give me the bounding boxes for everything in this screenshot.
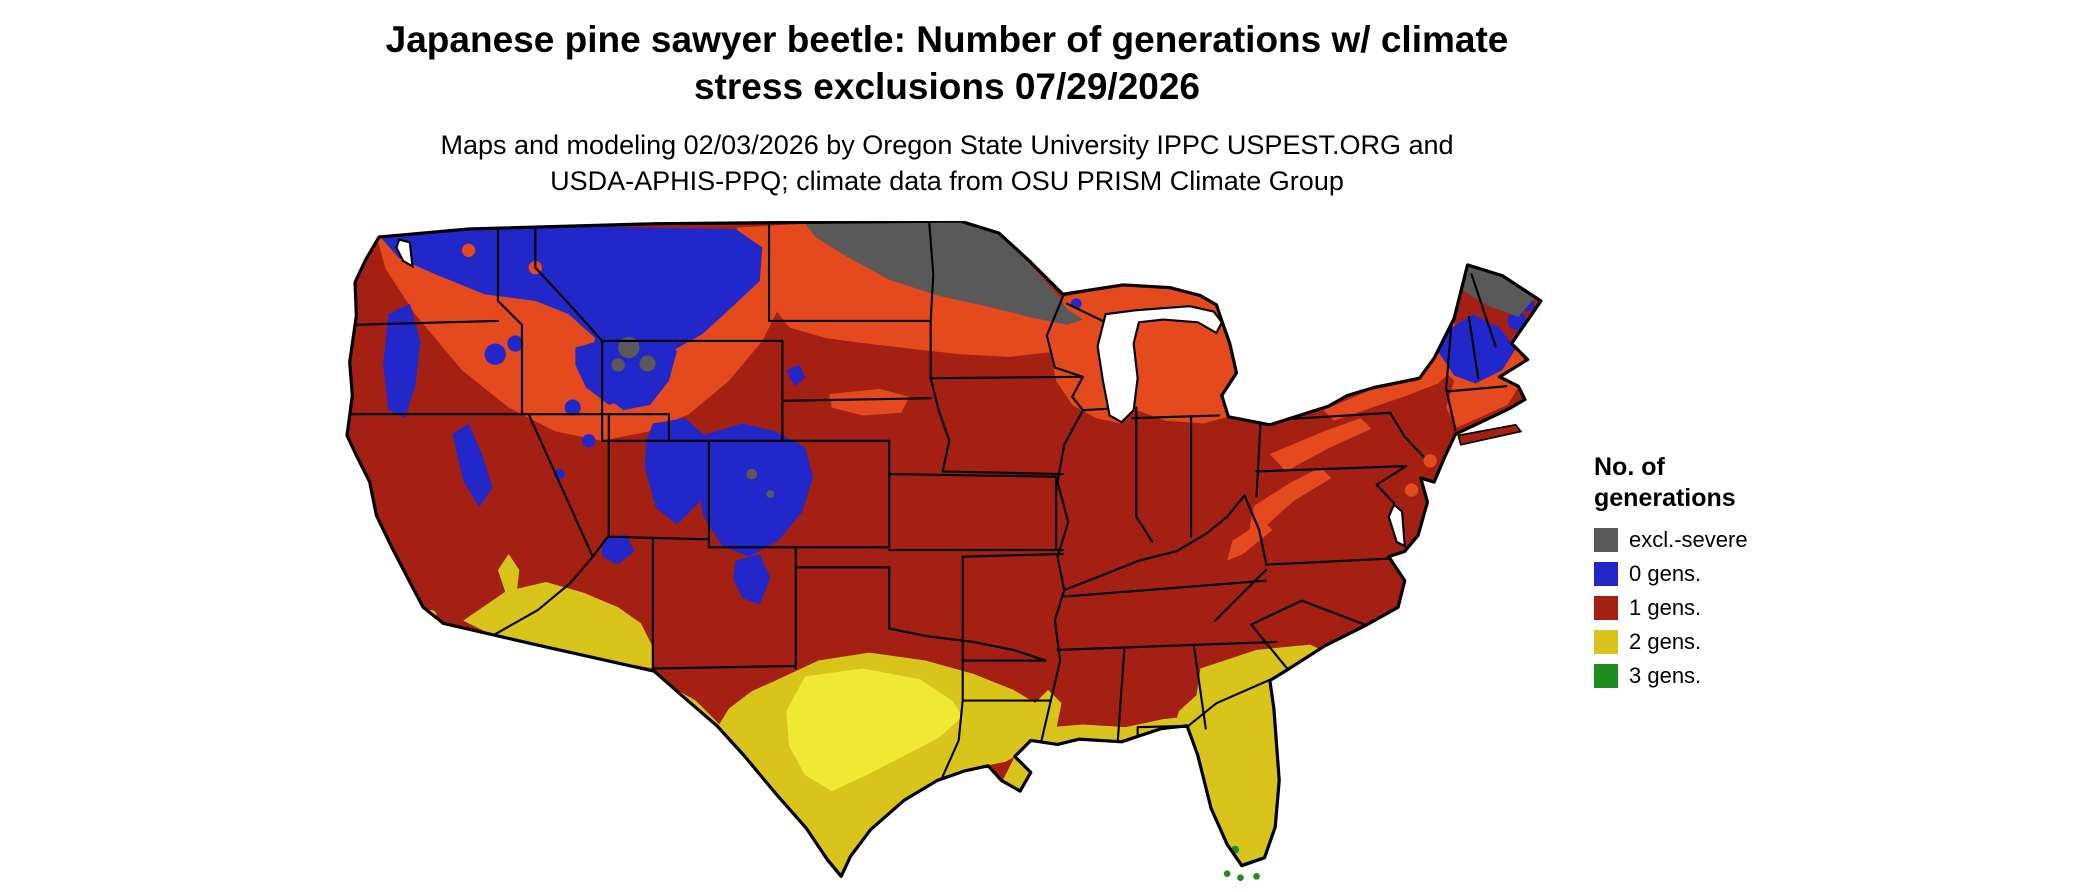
legend-title: No. of generations xyxy=(1594,452,1748,513)
legend-label: excl.-severe xyxy=(1629,527,1748,552)
legend-title-line-2: generations xyxy=(1594,483,1736,512)
legend-label: 3 gens. xyxy=(1629,663,1702,688)
lake-michigan xyxy=(1096,305,1224,424)
subtitle-line-2: USDA-APHIS-PPQ; climate data from OSU PR… xyxy=(550,166,1344,197)
us-outline xyxy=(345,221,1543,878)
map-header: Japanese pine sawyer beetle: Number of g… xyxy=(0,16,1894,200)
legend-item-0-gens: 0 gens. xyxy=(1594,561,1748,587)
legend-item-1-gens: 1 gens. xyxy=(1594,595,1748,621)
legend-item-3-gens: 3 gens. xyxy=(1594,663,1748,689)
legend-label: 2 gens. xyxy=(1629,629,1702,654)
page-subtitle: Maps and modeling 02/03/2026 by Oregon S… xyxy=(0,127,1894,200)
2-gens-swatch xyxy=(1594,630,1618,654)
page-title: Japanese pine sawyer beetle: Number of g… xyxy=(0,16,1894,111)
chesapeake-bay xyxy=(1387,502,1406,548)
legend-item-2-gens: 2 gens. xyxy=(1594,629,1748,655)
map-legend: No. of generations excl.-severe 0 gens. … xyxy=(1594,452,1748,697)
legend-title-line-1: No. of xyxy=(1594,453,1665,481)
us-map-svg xyxy=(345,221,1543,882)
excl-severe-swatch xyxy=(1594,528,1618,552)
subtitle-line-1: Maps and modeling 02/03/2026 by Oregon S… xyxy=(440,129,1454,160)
title-line-1: Japanese pine sawyer beetle: Number of g… xyxy=(385,19,1509,60)
3-gens-swatch xyxy=(1594,664,1618,688)
us-generations-map xyxy=(335,221,1557,887)
legend-item-excl-severe: excl.-severe xyxy=(1594,527,1748,553)
legend-items: excl.-severe 0 gens. 1 gens. 2 gens. 3 g… xyxy=(1594,527,1748,689)
long-island xyxy=(1457,423,1523,446)
legend-label: 1 gens. xyxy=(1629,595,1702,620)
1-gens-swatch xyxy=(1594,596,1618,620)
puget-sound xyxy=(395,238,414,269)
0-gens-swatch xyxy=(1594,562,1618,586)
title-line-2: stress exclusions 07/29/2026 xyxy=(693,66,1201,108)
florida-keys-3gen xyxy=(1223,870,1260,882)
legend-label: 0 gens. xyxy=(1629,561,1702,586)
state-borders xyxy=(347,222,1508,778)
